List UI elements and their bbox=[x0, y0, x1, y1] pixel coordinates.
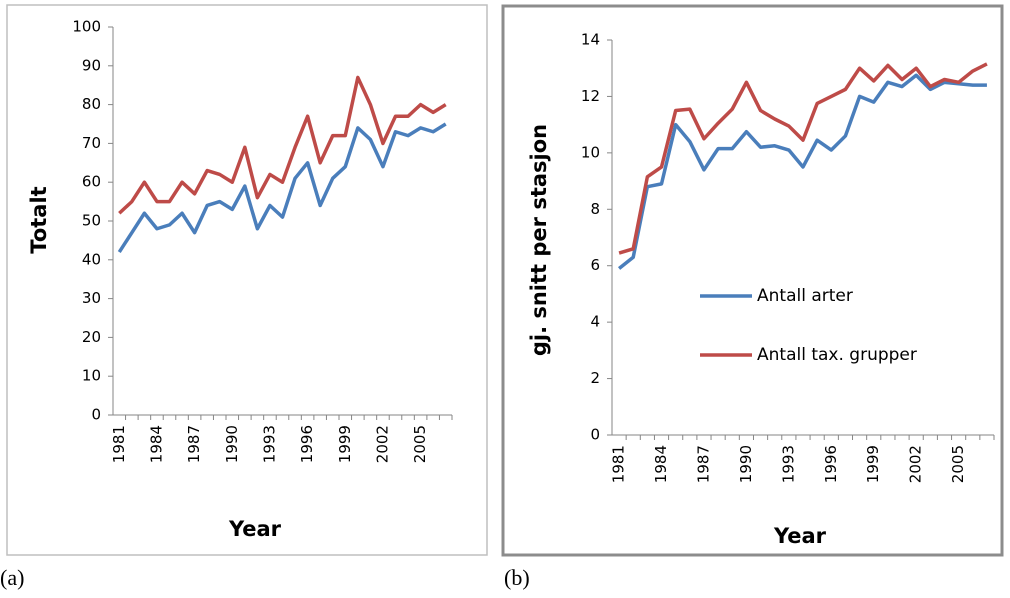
x-tick-label: 1984 bbox=[147, 425, 165, 463]
y-tick-label: 8 bbox=[590, 200, 600, 218]
caption: (b) bbox=[504, 565, 530, 590]
series-line bbox=[118, 75, 447, 215]
y-tick-label: 40 bbox=[82, 250, 101, 268]
x-tick-label: 1984 bbox=[652, 445, 670, 483]
legend-label: Antall tax. grupper bbox=[757, 345, 917, 365]
x-tick-label: 1987 bbox=[185, 425, 203, 463]
x-tick-label: 2005 bbox=[411, 425, 429, 463]
x-tick-label: 2002 bbox=[373, 425, 391, 463]
x-tick-label: 1990 bbox=[223, 425, 241, 463]
series-line bbox=[618, 62, 988, 255]
x-tick-label: 1987 bbox=[694, 445, 712, 483]
x-tick-label: 1996 bbox=[298, 425, 316, 463]
y-tick-label: 0 bbox=[91, 406, 101, 424]
y-tick-label: 12 bbox=[581, 87, 600, 105]
y-tick-label: 90 bbox=[82, 56, 101, 74]
y-tick-label: 0 bbox=[590, 426, 600, 444]
caption: (a) bbox=[0, 565, 24, 590]
x-tick-label: 2005 bbox=[949, 445, 967, 483]
x-tick-label: 1990 bbox=[737, 445, 755, 483]
chart-frame bbox=[6, 4, 488, 556]
y-tick-label: 70 bbox=[82, 134, 101, 152]
y-tick-label: 60 bbox=[82, 173, 101, 191]
x-tick-label: 1981 bbox=[610, 445, 628, 483]
y-tick-label: 30 bbox=[82, 289, 101, 307]
y-tick-label: 50 bbox=[82, 212, 101, 230]
legend-label: Antall arter bbox=[757, 286, 853, 306]
y-axis-title: Totalt bbox=[27, 186, 51, 253]
y-tick-label: 10 bbox=[581, 143, 600, 161]
x-tick-label: 1993 bbox=[260, 425, 278, 463]
series-line bbox=[117, 122, 447, 253]
x-tick-label: 1993 bbox=[779, 445, 797, 483]
y-tick-label: 6 bbox=[590, 256, 600, 274]
y-tick-label: 80 bbox=[82, 95, 101, 113]
y-tick-label: 10 bbox=[82, 367, 101, 385]
y-tick-label: 4 bbox=[590, 313, 600, 331]
y-tick-label: 100 bbox=[72, 18, 101, 36]
x-tick-label: 1999 bbox=[864, 445, 882, 483]
x-tick-label: 1999 bbox=[336, 425, 354, 463]
x-tick-label: 2002 bbox=[907, 445, 925, 483]
x-axis-title: Year bbox=[228, 517, 282, 541]
x-axis-title: Year bbox=[773, 524, 827, 548]
y-tick-label: 14 bbox=[581, 31, 600, 49]
y-tick-label: 20 bbox=[82, 328, 101, 346]
x-tick-label: 1996 bbox=[822, 445, 840, 483]
y-axis-title: gj. snitt per stasjon bbox=[527, 124, 551, 356]
x-tick-label: 1981 bbox=[110, 425, 128, 463]
series-line bbox=[617, 73, 987, 270]
y-tick-label: 2 bbox=[590, 369, 600, 387]
